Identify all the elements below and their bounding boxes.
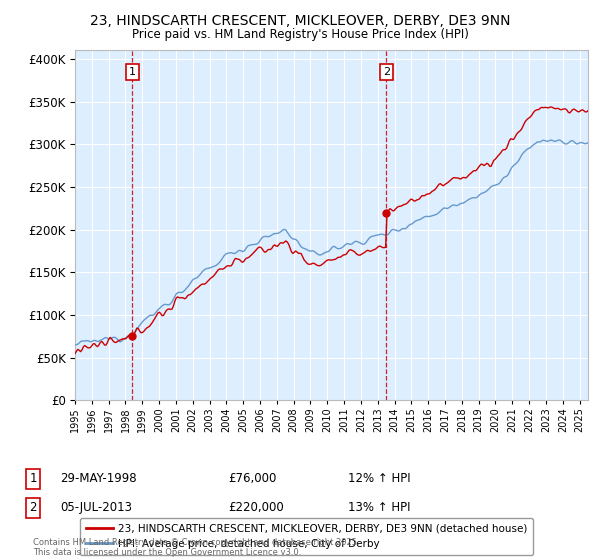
- Text: £220,000: £220,000: [228, 501, 284, 515]
- Text: 1: 1: [29, 472, 37, 486]
- Text: 05-JUL-2013: 05-JUL-2013: [60, 501, 132, 515]
- Text: 2: 2: [383, 67, 390, 77]
- Text: Contains HM Land Registry data © Crown copyright and database right 2025.
This d: Contains HM Land Registry data © Crown c…: [33, 538, 359, 557]
- Text: 29-MAY-1998: 29-MAY-1998: [60, 472, 137, 486]
- Text: 1: 1: [129, 67, 136, 77]
- Text: £76,000: £76,000: [228, 472, 277, 486]
- Text: 13% ↑ HPI: 13% ↑ HPI: [348, 501, 410, 515]
- Text: 23, HINDSCARTH CRESCENT, MICKLEOVER, DERBY, DE3 9NN: 23, HINDSCARTH CRESCENT, MICKLEOVER, DER…: [90, 14, 510, 28]
- Text: 2: 2: [29, 501, 37, 515]
- Text: Price paid vs. HM Land Registry's House Price Index (HPI): Price paid vs. HM Land Registry's House …: [131, 28, 469, 41]
- Text: 12% ↑ HPI: 12% ↑ HPI: [348, 472, 410, 486]
- Legend: 23, HINDSCARTH CRESCENT, MICKLEOVER, DERBY, DE3 9NN (detached house), HPI: Avera: 23, HINDSCARTH CRESCENT, MICKLEOVER, DER…: [80, 517, 533, 556]
